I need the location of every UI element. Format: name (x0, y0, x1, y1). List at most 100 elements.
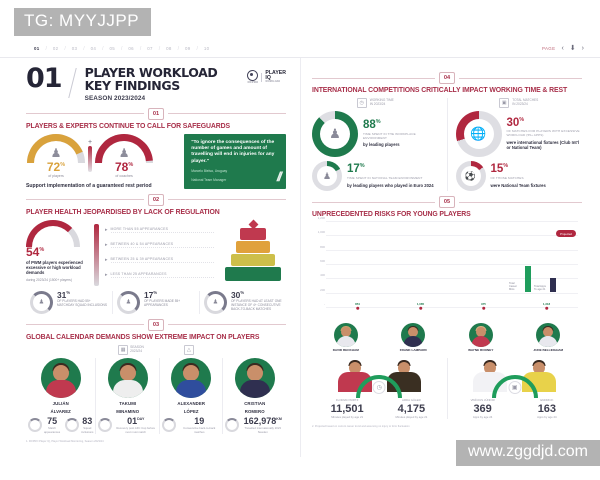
chart-bar-label: 975 (481, 302, 486, 306)
appearance-band-row: ▸ BETWEEN 25 & 39 APPEARANCES (105, 253, 214, 268)
arrow-icon: ▸ (105, 257, 108, 264)
page-right: 04 INTERNATIONAL COMPETITIONS CRITICALLY… (300, 57, 600, 457)
pager-controls[interactable]: PAGE ‹ ⬇ › (542, 45, 584, 52)
gauge-coaches-label: of coaches (115, 173, 133, 178)
player-photo (333, 323, 358, 347)
duo-photos: ◷ (331, 358, 428, 398)
chart-legend: Total Career Mins Total Apps To age 21 (509, 266, 556, 292)
section-01-gauges: ♟ 72% of players + ♟ 78% of co (26, 133, 178, 189)
duo-stat: 4,175 Minutes played by age 21 (379, 404, 443, 419)
section-03-badge: 03 (148, 318, 164, 331)
page-link-03[interactable]: 03 (71, 46, 78, 51)
stat-card: ♟ 17% OF PLAYERS MADE 55+ APPEARANCES (113, 291, 200, 314)
page-title-line2: KEY FINDINGS (84, 77, 181, 93)
band-label: MORE THAN 55 APPEARANCES (110, 227, 214, 234)
caption-line2: IN 2023/24 (369, 102, 386, 106)
chart-gridline (326, 292, 578, 294)
chevron-right-icon[interactable]: › (581, 45, 584, 52)
page-link-06[interactable]: 06 (128, 46, 134, 51)
player-photo (468, 323, 493, 347)
page-link-07[interactable]: 07 (147, 46, 153, 51)
chart-player-name: FRANK LAMPARD (399, 348, 427, 352)
section-03-footnote: 1. FIFPRO Player IQ, Player Workload Mon… (26, 439, 104, 443)
page-separator: / (139, 45, 142, 52)
stat-card: ♟ 30% OF PLAYERS HAD AT LEAST ONE INSTAN… (200, 291, 286, 314)
section-04-body: ◷ WORKING TIME IN 2023/24 ♟ 88% TIME SPE… (312, 98, 582, 191)
duo-stat-value: 163 (537, 403, 557, 416)
gauge-arc-54 (26, 219, 80, 247)
section-03-chips: ▦ SEASON 2023/24 △ (26, 344, 286, 355)
watermark: www.zggdjd.com (455, 440, 600, 466)
stat-17-row: ♟ 17% TIME SPENT IN NATIONAL TEAM ENVIRO… (312, 161, 439, 191)
player-stat-value: 75 (47, 416, 58, 427)
page-label: PAGE (541, 46, 556, 51)
player-icon: ♟ (317, 166, 337, 186)
gauge-players: ♟ 72% of players (26, 133, 86, 178)
duo-card-minutes: ◷ FLORIAN WIRTZ ARDA GÜLER 11,501 Minute… (312, 357, 448, 420)
player-stat-text: Consecutive back-to-back matches (183, 426, 216, 434)
quote-attribution-name: Marcelo Bielsa, Uruguay (191, 169, 228, 174)
player-stat-value: 01DAY (127, 416, 145, 427)
page-link-05[interactable]: 05 (109, 46, 115, 51)
chart-player: JUDE BELLINGHAM (515, 323, 583, 353)
gauge-players-value: 72% (46, 159, 66, 174)
stat-30-value: 30% (506, 116, 525, 129)
stat-value: 30% (231, 289, 245, 300)
stat-17-sub2: by leading players who played in Euro 20… (347, 182, 434, 188)
chart-x-axis-players: DAVID BECKHAM FRANK LAMPARD WAYNE ROONEY… (312, 323, 582, 353)
download-icon[interactable]: ⬇ (569, 45, 576, 52)
fifpro-wordmark: FIFPRO (247, 81, 259, 84)
arrow-icon: ▸ (105, 272, 108, 279)
fifpro-mark-icon (247, 70, 259, 81)
projected-pill-badge: Projected (556, 230, 576, 237)
page-link-01[interactable]: 01 (34, 46, 40, 51)
player-stat: 162,978KM Travelled internationally 2023… (225, 417, 284, 434)
stat-value: 31% (57, 289, 71, 300)
pyramid-slab-1 (240, 227, 266, 240)
duo-stat-text: Minutes played by age 21 (331, 415, 364, 420)
quote-text: "To ignore the consequences of the numbe… (191, 139, 275, 164)
section-02-stat-trio: ♟ 31% OF PLAYERS HAD 55+ MATCHDAY SQUAD … (26, 291, 286, 314)
page-link-04[interactable]: 04 (90, 46, 97, 51)
clock-icon: ◷ (372, 380, 386, 394)
working-time-caption: ◷ WORKING TIME IN 2023/24 (312, 98, 439, 108)
page-navigation-bar[interactable]: 01 / 02 / 03 / 04 / 05 / 06 / 07 / 08 / … (0, 40, 600, 58)
player-stat-text: Match appearances (44, 426, 61, 434)
player-stat: 75 Match appearances (28, 417, 60, 434)
chevron-left-icon[interactable]: ‹ (561, 45, 564, 52)
duo-photos: ▣ (466, 358, 563, 398)
page-number-list[interactable]: 01 / 02 / 03 / 04 / 05 / 06 / 07 / 08 / … (28, 46, 215, 52)
band-label: LESS THAN 25 APPEARANCES (110, 272, 214, 279)
player-stat-text: Squad inclusions (81, 426, 94, 434)
quote-attribution-role: National Team Manager (191, 177, 227, 182)
page-link-10[interactable]: 10 (203, 46, 210, 51)
globe-icon: 🌐 (463, 119, 494, 149)
stat-ring-icon (65, 418, 80, 433)
legend-swatch-career-mins (525, 266, 531, 292)
arrow-icon: ▸ (105, 242, 108, 249)
section-01-rule: 01 (26, 107, 286, 120)
page-subtitle: SEASON 2023/2024 (84, 94, 146, 102)
page-link-08[interactable]: 08 (166, 46, 172, 51)
stat-88-sub2: by leading players (363, 142, 400, 148)
chapter-number: 01 (26, 63, 63, 94)
section-01-heading: PLAYERS & EXPERTS CONTINUE TO CALL FOR S… (26, 122, 231, 130)
page-link-02[interactable]: 02 (52, 46, 59, 51)
masthead-text: PLAYER WORKLOAD KEY FINDINGS SEASON 2023… (84, 66, 240, 102)
chart-player-name: DAVID BECKHAM (332, 348, 359, 352)
duo-stat-value: 369 (473, 403, 492, 416)
stat-15-sub2: were National Team fixtures (490, 182, 546, 188)
pyramid-graphic (220, 219, 286, 286)
clock-icon: ◷ (356, 98, 367, 108)
duo-stat: 369 Apps by age 24 (451, 404, 515, 419)
stat-30-sub1: OF MATCHES FOR PLAYERS WITH EXCESSIVE WO… (506, 129, 580, 137)
chart-line-point (418, 306, 423, 310)
page-link-09[interactable]: 09 (185, 46, 191, 51)
season-chip-line2: 2023/24 (130, 348, 143, 353)
tg-overlay-tag: TG: MYYJJPP (14, 8, 152, 36)
pyramid-slab-2 (236, 240, 270, 253)
player-photo (234, 357, 275, 398)
section-02-main-stat: 54% of PWM players experienced excessive… (26, 219, 88, 286)
page-separator: / (158, 45, 161, 52)
divider-bar (88, 146, 92, 172)
